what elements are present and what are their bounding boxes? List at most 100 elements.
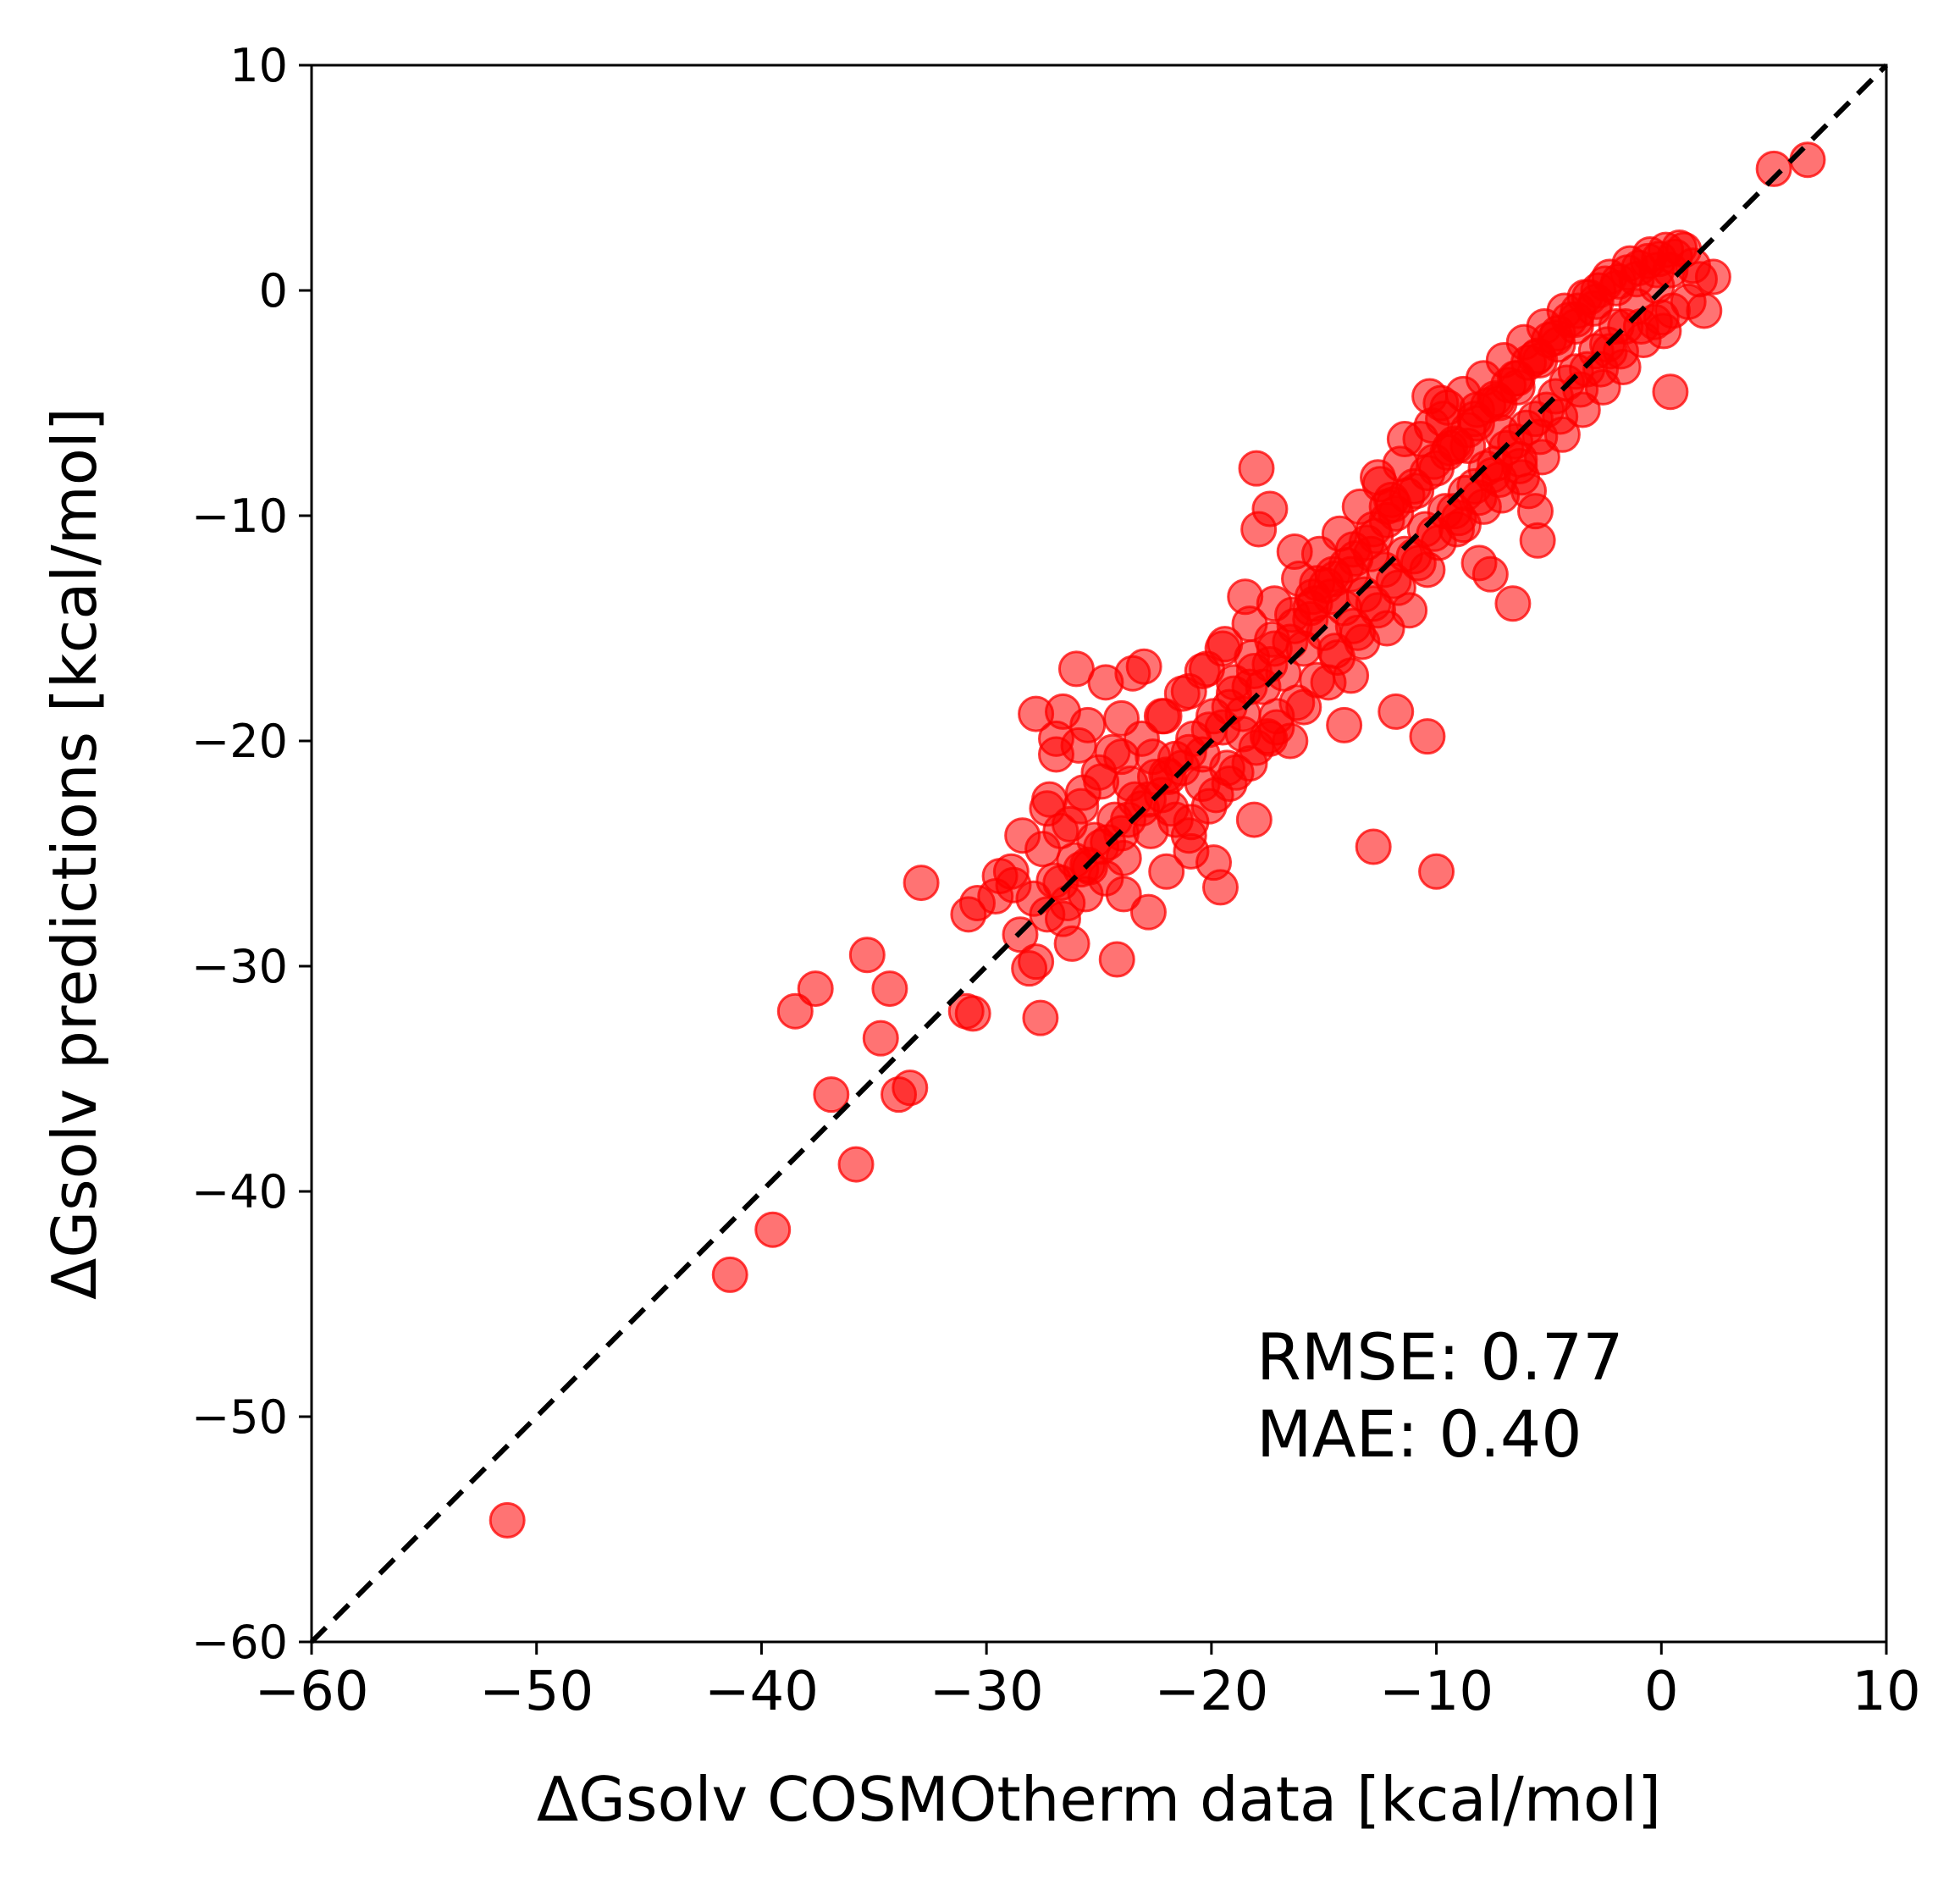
y-tick-label: −30 <box>191 940 288 993</box>
data-point <box>1296 585 1333 622</box>
data-point <box>1087 664 1124 701</box>
y-tick-label: 0 <box>259 264 288 318</box>
data-point <box>797 970 834 1008</box>
data-point <box>1190 788 1228 825</box>
mae-annotation: MAE: 0.40 <box>1256 1396 1582 1472</box>
data-point <box>1299 661 1336 699</box>
data-point <box>1105 876 1142 913</box>
data-point <box>903 865 940 902</box>
data-point <box>1438 428 1475 465</box>
data-point <box>1355 828 1392 865</box>
y-axis-title: ΔGsolv predictions [kcal/mol] <box>39 407 110 1300</box>
parity-line <box>309 63 1889 1644</box>
data-point <box>1418 853 1455 890</box>
data-point <box>1129 893 1167 931</box>
data-point <box>977 878 1014 915</box>
data-point <box>1317 633 1354 670</box>
data-point <box>1195 698 1233 735</box>
y-tick-label: −40 <box>191 1165 288 1219</box>
data-point <box>1564 391 1601 428</box>
data-point <box>1240 511 1278 548</box>
data-point <box>1201 869 1239 906</box>
data-point <box>1652 373 1689 411</box>
data-point <box>862 1020 899 1057</box>
data-point <box>1278 684 1316 721</box>
data-point <box>954 995 991 1032</box>
data-point <box>1148 853 1185 890</box>
data-point <box>1334 607 1372 644</box>
data-point <box>1478 382 1516 419</box>
data-point <box>1375 562 1412 600</box>
data-point <box>489 1501 526 1539</box>
data-point <box>754 1211 792 1248</box>
data-point <box>1235 801 1273 838</box>
data-point <box>848 937 886 974</box>
data-point <box>1204 630 1241 667</box>
data-point <box>1064 774 1101 811</box>
data-point <box>1789 141 1826 179</box>
data-point <box>1355 585 1392 622</box>
data-point <box>871 970 908 1008</box>
data-point <box>1497 423 1534 460</box>
data-point <box>1170 817 1207 854</box>
data-point <box>1276 607 1313 644</box>
data-point <box>1516 493 1554 530</box>
data-point <box>813 1076 850 1114</box>
x-tick-label: 10 <box>1852 1661 1920 1723</box>
data-point <box>1238 450 1275 487</box>
data-point <box>1494 585 1532 622</box>
y-axis: −60 −50 −40 −30 −20 −10 0 10 <box>191 39 312 1669</box>
data-point <box>1018 943 1055 981</box>
x-axis-title: ΔGsolv COSMOtherm data [kcal/mol] <box>537 1764 1661 1835</box>
data-point <box>1755 150 1792 187</box>
data-point <box>1326 706 1363 743</box>
data-point <box>711 1256 748 1293</box>
data-point <box>1337 540 1374 578</box>
data-point <box>1057 650 1095 688</box>
data-point <box>1094 733 1131 771</box>
x-tick-label: 0 <box>1644 1661 1679 1723</box>
data-point <box>1150 759 1187 796</box>
data-point <box>1499 360 1536 397</box>
data-point <box>1413 407 1450 445</box>
data-point <box>1539 315 1576 352</box>
data-point <box>1604 348 1642 385</box>
data-point <box>1409 718 1446 755</box>
data-point <box>1031 781 1068 818</box>
data-point <box>1051 805 1088 843</box>
data-point <box>1577 333 1615 370</box>
data-point <box>1143 698 1180 735</box>
data-point <box>1523 439 1560 476</box>
y-tick-label: −60 <box>191 1616 288 1669</box>
data-point <box>1458 405 1495 442</box>
x-tick-label: −10 <box>1379 1661 1493 1723</box>
y-tick-label: −20 <box>191 715 288 768</box>
data-point <box>776 992 814 1030</box>
data-point <box>1543 416 1581 453</box>
data-point <box>1215 675 1252 712</box>
data-point <box>1110 801 1147 838</box>
data-point <box>1398 473 1435 510</box>
data-point <box>1418 450 1455 487</box>
data-point <box>1256 630 1293 667</box>
data-point <box>1098 941 1135 978</box>
x-tick-label: −30 <box>930 1661 1044 1723</box>
y-tick-label: 10 <box>229 39 288 92</box>
data-point <box>1235 653 1273 690</box>
x-tick-label: −20 <box>1154 1661 1268 1723</box>
data-point <box>1519 337 1556 374</box>
x-tick-label: −50 <box>479 1661 594 1723</box>
data-point <box>1357 517 1394 555</box>
x-tick-label: −40 <box>704 1661 819 1723</box>
x-tick-label: −60 <box>254 1661 368 1723</box>
x-axis: −60 −50 −40 −30 −20 −10 0 10 <box>254 1642 1921 1723</box>
rmse-annotation: RMSE: 0.77 <box>1256 1319 1624 1395</box>
y-tick-label: −50 <box>191 1390 288 1444</box>
data-point <box>1022 999 1059 1036</box>
data-point <box>1163 675 1201 712</box>
data-point <box>1686 292 1723 329</box>
y-tick-label: −10 <box>191 489 288 543</box>
data-point <box>1249 718 1286 755</box>
data-point <box>892 1069 929 1107</box>
plot-frame <box>310 64 1888 1644</box>
